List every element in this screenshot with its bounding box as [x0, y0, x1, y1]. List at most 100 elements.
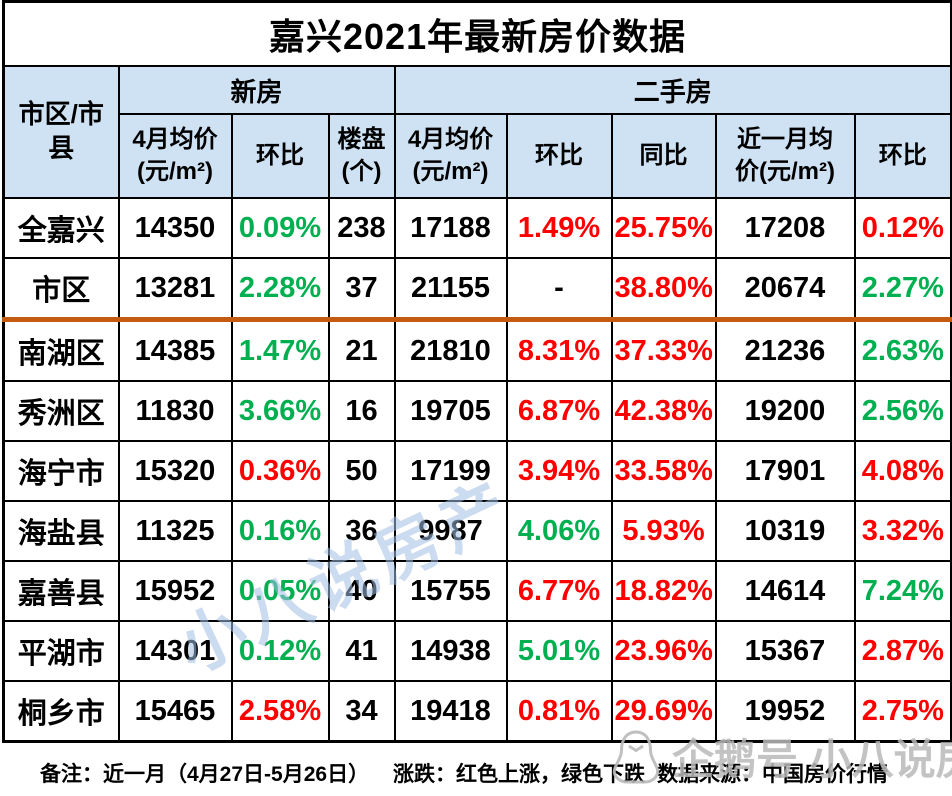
table-cell: 15465 — [117, 680, 233, 743]
table-cell: 40 — [327, 560, 396, 622]
table-row: 平湖市 14301 0.12% 41 14938 5.01% 23.96% 15367 2.87… — [2, 620, 952, 682]
table-cell: 2.27% — [853, 257, 952, 322]
table-cell: 15367 — [714, 620, 856, 682]
table-cell: 37.33% — [610, 318, 717, 382]
row-label: 嘉善县 — [2, 560, 120, 622]
table-row: 南湖区 14385 1.47% 21 21810 8.31% 37.33% 21236 2.63… — [2, 318, 952, 382]
table-cell: 17208 — [714, 197, 856, 259]
table-cell: 37 — [327, 257, 396, 322]
row-label: 全嘉兴 — [2, 197, 120, 259]
table-row: 海盐县 11325 0.16% 36 9987 4.06% 5.93% 10319 3.32% — [2, 500, 952, 562]
table-cell: 1.47% — [230, 318, 330, 382]
table-cell: 15320 — [117, 440, 233, 502]
table-cell: 2.87% — [853, 620, 952, 682]
table-cell: 3.94% — [505, 440, 613, 502]
row-label: 秀洲区 — [2, 380, 120, 442]
table-cell: 17199 — [393, 440, 508, 502]
table-cell: 3.66% — [230, 380, 330, 442]
table-cell: 15952 — [117, 560, 233, 622]
table-cell: 21 — [327, 318, 396, 382]
price-table: 嘉兴2021年最新房价数据 市区/市县 新房 二手房 4月均价 (元/m²) 环比… — [2, 0, 952, 743]
table-cell: 38.80% — [610, 257, 717, 322]
table-cell: 11325 — [117, 500, 233, 562]
table-cell: 25.75% — [610, 197, 717, 259]
table-row: 桐乡市 15465 2.58% 34 19418 0.81% 29.69% 19952 2.75… — [2, 680, 952, 743]
table-cell: 3.32% — [853, 500, 952, 562]
table-cell: 8.31% — [505, 318, 613, 382]
table-cell: 2.75% — [853, 680, 952, 743]
row-label: 海盐县 — [2, 500, 120, 562]
table-cell: 2.63% — [853, 318, 952, 382]
table-row: 秀洲区 11830 3.66% 16 19705 6.87% 42.38% 19200 2.56… — [2, 380, 952, 442]
corner-header: 市区/市县 — [2, 65, 120, 199]
table-cell: 13281 — [117, 257, 233, 322]
table-row: 市区 13281 2.28% 37 21155-38.80% 20674 2.27% — [2, 257, 952, 322]
table-cell: 4.08% — [853, 440, 952, 502]
table-cell: 1.49% — [505, 197, 613, 259]
row-label: 南湖区 — [2, 318, 120, 382]
table-cell: 4.06% — [505, 500, 613, 562]
table-cell: 5.01% — [505, 620, 613, 682]
footer-note: 备注：近一月（4月27日-5月26日） — [40, 763, 370, 786]
column-header-1: 环比 — [230, 113, 330, 199]
table-cell: 17901 — [714, 440, 856, 502]
table-cell: 0.12% — [853, 197, 952, 259]
table-cell: 14938 — [393, 620, 508, 682]
table-cell: 2.28% — [230, 257, 330, 322]
page-title: 嘉兴2021年最新房价数据 — [2, 0, 952, 67]
table-cell: 33.58% — [610, 440, 717, 502]
table-cell: 21810 — [393, 318, 508, 382]
table-row: 全嘉兴 14350 0.09% 238 17188 1.49% 25.75% 17208 0.1… — [2, 197, 952, 259]
table-cell: 18.82% — [610, 560, 717, 622]
table-cell: 29.69% — [610, 680, 717, 743]
footer-legend: 涨跌：红色上涨，绿色下跌 — [393, 763, 645, 786]
table-cell: 20674 — [714, 257, 856, 322]
table-cell: 2.58% — [230, 680, 330, 743]
table-cell: - — [505, 257, 613, 322]
table-cell: 42.38% — [610, 380, 717, 442]
table-cell: 2.56% — [853, 380, 952, 442]
table-cell: 14301 — [117, 620, 233, 682]
table-row: 嘉善县 15952 0.05% 40 15755 6.77% 18.82% 14614 7.24… — [2, 560, 952, 622]
column-header-2: 楼盘 (个) — [327, 113, 396, 199]
table-cell: 21236 — [714, 318, 856, 382]
table-cell: 10319 — [714, 500, 856, 562]
table-cell: 0.12% — [230, 620, 330, 682]
table-cell: 0.05% — [230, 560, 330, 622]
table-cell: 19200 — [714, 380, 856, 442]
table-cell: 19952 — [714, 680, 856, 743]
row-label: 平湖市 — [2, 620, 120, 682]
table-cell: 19705 — [393, 380, 508, 442]
table-cell: 23.96% — [610, 620, 717, 682]
table-cell: 238 — [327, 197, 396, 259]
table-cell: 6.77% — [505, 560, 613, 622]
table-cell: 0.36% — [230, 440, 330, 502]
row-label: 桐乡市 — [2, 680, 120, 743]
group-header-new-homes: 新房 — [117, 65, 396, 115]
table-cell: 0.81% — [505, 680, 613, 743]
table-cell: 34 — [327, 680, 396, 743]
table-cell: 7.24% — [853, 560, 952, 622]
table-cell: 14350 — [117, 197, 233, 259]
column-header-6: 近一月均 价(元/m²) — [714, 113, 856, 199]
column-header-7: 环比 — [853, 113, 952, 199]
table-cell: 41 — [327, 620, 396, 682]
table-cell: 0.16% — [230, 500, 330, 562]
column-header-5: 同比 — [610, 113, 717, 199]
table-cell: 14614 — [714, 560, 856, 622]
footer-source: 数据来源：中国房价行情 — [657, 763, 888, 786]
column-header-3: 4月均价 (元/m²) — [393, 113, 508, 199]
table-cell: 19418 — [393, 680, 508, 743]
table-cell: 17188 — [393, 197, 508, 259]
table-cell: 15755 — [393, 560, 508, 622]
table-cell: 14385 — [117, 318, 233, 382]
row-label: 海宁市 — [2, 440, 120, 502]
table-cell: 9987 — [393, 500, 508, 562]
table-cell: 0.09% — [230, 197, 330, 259]
table-cell: 5.93% — [610, 500, 717, 562]
table-cell: 50 — [327, 440, 396, 502]
footer: 备注：近一月（4月27日-5月26日） 涨跌：红色上涨，绿色下跌 数据来源：中国… — [0, 746, 952, 796]
row-label: 市区 — [2, 257, 120, 322]
table-cell: 21155 — [393, 257, 508, 322]
